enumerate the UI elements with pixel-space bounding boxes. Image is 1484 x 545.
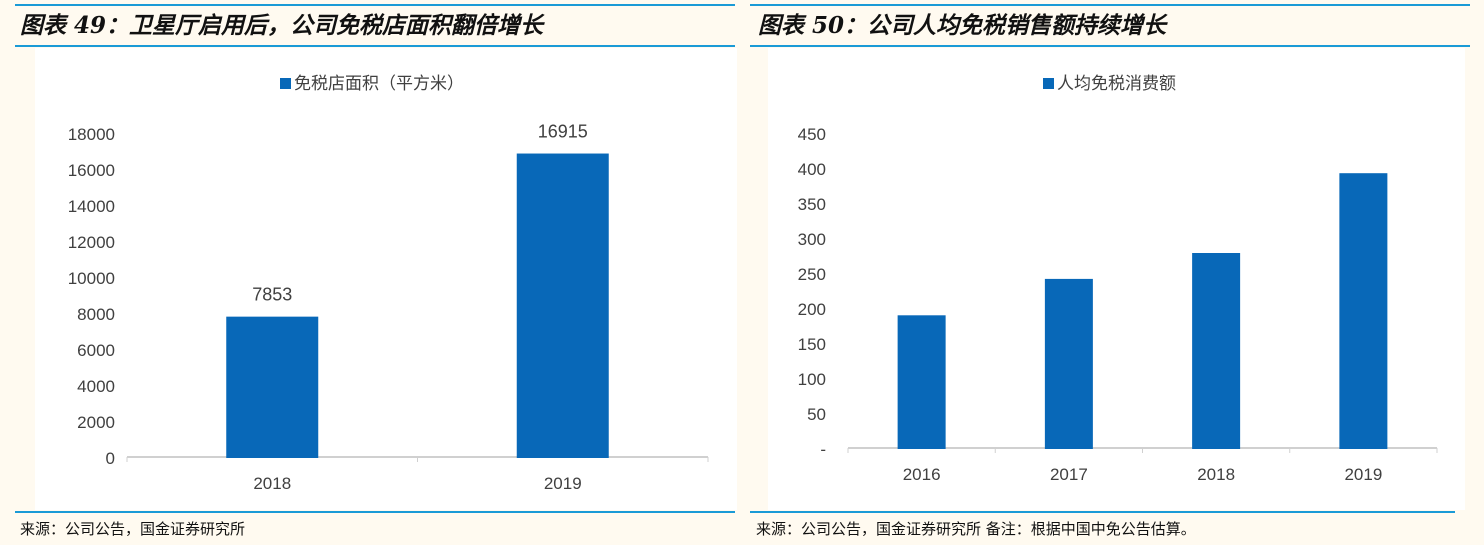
y-tick-label: 450	[798, 125, 826, 144]
y-tick-label: 50	[807, 405, 826, 424]
data-label: 16915	[538, 122, 588, 142]
y-tick-label: 4000	[77, 377, 115, 396]
y-tick-label: -	[820, 440, 826, 459]
left-chart-title: 图表 49：卫星厅启用后，公司免税店面积翻倍增长	[20, 12, 544, 39]
y-tick-label: 8000	[77, 305, 115, 324]
x-tick-label: 2019	[1344, 465, 1382, 484]
bar-2017	[1044, 278, 1093, 449]
x-tick-label: 2017	[1050, 465, 1088, 484]
y-tick-label: 10000	[68, 269, 115, 288]
right-source: 来源：公司公告，国金证券研究所 备注：根据中国中免公告估算。	[756, 520, 1196, 538]
x-tick-label: 2016	[903, 465, 941, 484]
title-rule-right	[750, 45, 1470, 47]
y-tick-label: 100	[798, 370, 826, 389]
data-label: 7853	[252, 285, 292, 305]
left-source: 来源：公司公告，国金证券研究所	[20, 520, 246, 538]
legend-label: 免税店面积（平方米）	[294, 74, 464, 93]
y-tick-label: 350	[798, 195, 826, 214]
bar-2016	[897, 315, 946, 449]
bar-2019	[1339, 173, 1388, 449]
legend-swatch	[280, 78, 291, 89]
right-chart-panel: 人均免税消费额 - 50 100 150 200 250 300 350 400 450 2016 20…	[768, 48, 1465, 510]
y-tick-label: 150	[798, 335, 826, 354]
y-tick-label: 12000	[68, 233, 115, 252]
y-tick-label: 200	[798, 300, 826, 319]
y-tick-label: 16000	[68, 161, 115, 180]
x-tick-label: 2018	[1197, 465, 1235, 484]
bar-2019	[516, 153, 609, 458]
y-tick-label: 2000	[77, 413, 115, 432]
legend-label: 人均免税消费额	[1057, 74, 1176, 93]
y-tick-label: 300	[798, 230, 826, 249]
y-tick-label: 400	[798, 160, 826, 179]
bar-2018	[226, 316, 319, 458]
bottom-rule-left	[15, 511, 735, 513]
bar-2018	[1192, 253, 1241, 449]
legend-swatch	[1043, 78, 1054, 89]
y-tick-label: 250	[798, 265, 826, 284]
left-chart: 免税店面积（平方米） 0 2000 4000 6000 8000 10000 12000 140…	[68, 74, 709, 493]
right-chart-title: 图表 50：公司人均免税销售额持续增长	[758, 12, 1167, 39]
left-chart-panel: 免税店面积（平方米） 0 2000 4000 6000 8000 10000 12000 140…	[35, 48, 737, 510]
y-tick-label: 0	[106, 449, 115, 468]
y-tick-label: 18000	[68, 125, 115, 144]
y-tick-label: 6000	[77, 341, 115, 360]
x-tick-label: 2018	[253, 474, 291, 493]
y-tick-label: 14000	[68, 197, 115, 216]
x-tick-label: 2019	[544, 474, 582, 493]
top-rule-right	[750, 4, 1470, 6]
top-rule-left	[15, 4, 735, 6]
bottom-rule-right	[750, 511, 1455, 513]
right-chart: 人均免税消费额 - 50 100 150 200 250 300 350 400 450 2016 20…	[798, 74, 1438, 484]
title-rule-left	[15, 45, 735, 47]
